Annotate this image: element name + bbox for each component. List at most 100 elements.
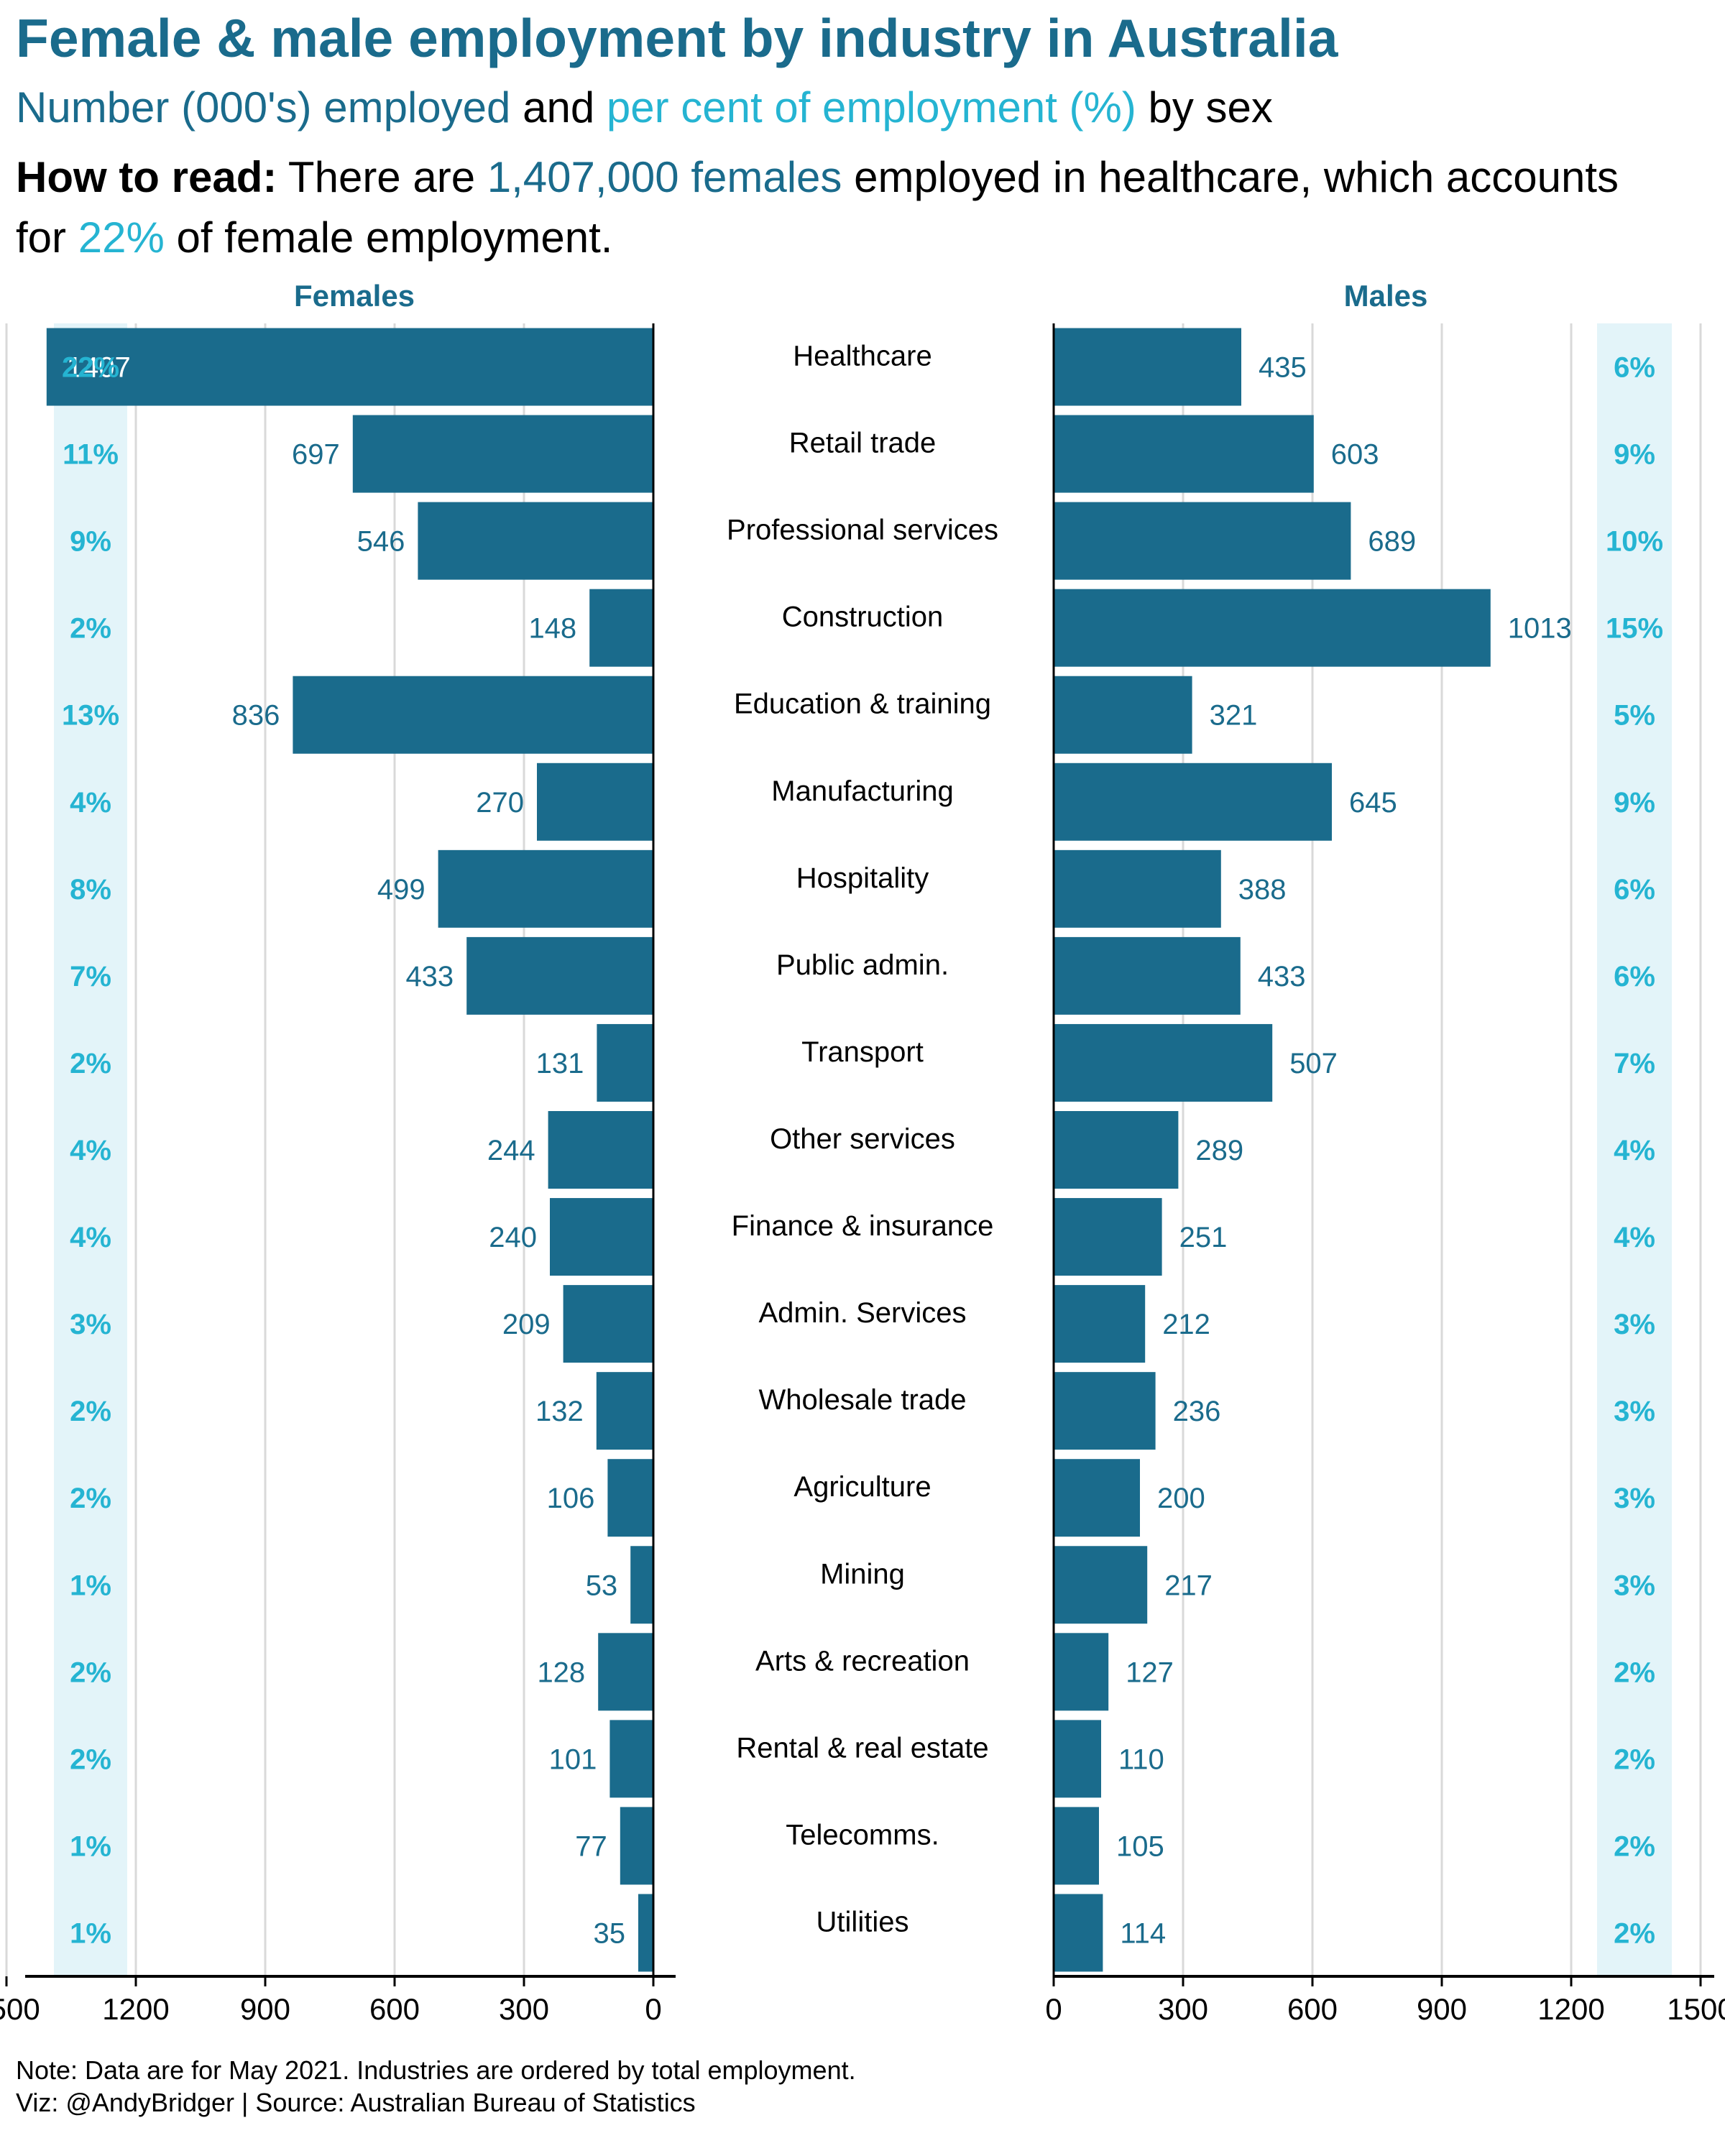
- male-percent-label: 4%: [1614, 1222, 1655, 1253]
- female-percent-label: 2%: [70, 1396, 111, 1427]
- female-value-label: 53: [586, 1570, 618, 1601]
- male-percent-label: 7%: [1614, 1048, 1655, 1079]
- female-value-label: 836: [232, 700, 280, 732]
- category-label: Hospitality: [796, 862, 929, 894]
- female-bar: [589, 589, 653, 667]
- female-bar: [548, 1111, 653, 1189]
- category-label: Other services: [770, 1123, 955, 1155]
- male-x-tick-label: 1200: [1537, 1992, 1604, 2026]
- male-x-tick-label: 600: [1287, 1992, 1338, 2026]
- male-percent-label: 4%: [1614, 1135, 1655, 1166]
- female-bar: [610, 1720, 653, 1798]
- male-bar: [1054, 763, 1332, 841]
- male-value-label: 388: [1238, 874, 1287, 906]
- male-percent-label: 3%: [1614, 1396, 1655, 1427]
- male-value-label: 1013: [1508, 613, 1572, 645]
- female-bar: [630, 1546, 653, 1624]
- male-bar: [1054, 1285, 1146, 1363]
- subtitle-and: and: [510, 83, 607, 132]
- female-percent-label: 9%: [70, 526, 111, 558]
- female-percent-label: 13%: [62, 700, 119, 732]
- male-percent-label: 3%: [1614, 1309, 1655, 1340]
- male-percent-label: 6%: [1614, 874, 1655, 906]
- female-percent-label: 8%: [70, 874, 111, 906]
- credit-text: Viz: @AndyBridger | Source: Australian B…: [16, 2088, 696, 2117]
- female-percent-label: 4%: [70, 787, 111, 819]
- male-value-label: 114: [1120, 1917, 1166, 1949]
- male-bar: [1054, 1198, 1162, 1276]
- note-text: Note: Data are for May 2021. Industries …: [16, 2055, 856, 2085]
- female-x-tick-label: 900: [240, 1992, 290, 2026]
- female-x-tick-label: 1500: [0, 1992, 40, 2026]
- subtitle-percent-part: per cent of employment (%): [606, 83, 1136, 132]
- male-value-label: 433: [1258, 961, 1306, 992]
- female-bar: [466, 936, 653, 1015]
- female-bar: [418, 502, 653, 580]
- female-value-label: 240: [489, 1222, 537, 1253]
- female-value-label: 148: [528, 613, 576, 645]
- female-value-label: 499: [377, 874, 426, 906]
- female-percent-label: 1%: [70, 1917, 111, 1949]
- male-percent-label: 3%: [1614, 1483, 1655, 1514]
- male-bar: [1054, 1807, 1099, 1885]
- male-x-tick-label: 900: [1417, 1992, 1467, 2026]
- chart-subtitle: Number (000's) employed and per cent of …: [16, 83, 1273, 132]
- female-value-label: 101: [549, 1743, 597, 1775]
- female-value-label: 546: [357, 526, 405, 558]
- category-label: Utilities: [816, 1906, 909, 1938]
- male-x-tick-label: 0: [1045, 1992, 1062, 2026]
- male-value-label: 251: [1179, 1222, 1228, 1253]
- male-value-label: 127: [1126, 1657, 1174, 1688]
- how-to-read: How to read: There are 1,407,000 females…: [16, 147, 1669, 268]
- female-percent-label: 2%: [70, 1483, 111, 1514]
- female-x-tick-label: 1200: [102, 1992, 169, 2026]
- category-label: Finance & insurance: [732, 1210, 994, 1242]
- female-percent-label: 2%: [70, 1048, 111, 1079]
- male-bar: [1054, 415, 1314, 493]
- female-percent-label: 1%: [70, 1830, 111, 1862]
- female-x-tick-label: 0: [645, 1992, 661, 2026]
- category-label: Agriculture: [794, 1471, 931, 1503]
- category-label: Transport: [801, 1036, 924, 1068]
- category-label: Education & training: [734, 688, 991, 720]
- female-percent-band: [54, 323, 127, 1976]
- female-bar: [563, 1285, 653, 1363]
- male-percent-label: 9%: [1614, 787, 1655, 819]
- male-value-label: 603: [1331, 439, 1379, 471]
- category-label: Retail trade: [789, 428, 937, 459]
- male-bar: [1054, 1023, 1273, 1102]
- category-label: Healthcare: [793, 341, 932, 372]
- male-bar: [1054, 676, 1192, 754]
- male-percent-label: 6%: [1614, 961, 1655, 992]
- male-value-label: 321: [1210, 700, 1258, 732]
- female-bar: [596, 1372, 653, 1450]
- female-value-label: 131: [536, 1048, 584, 1079]
- male-bar: [1054, 328, 1241, 406]
- footnote: Note: Data are for May 2021. Industries …: [16, 2054, 856, 2119]
- category-label: Wholesale trade: [758, 1384, 966, 1416]
- female-percent-label: 2%: [70, 1657, 111, 1688]
- female-percent-label: 22%: [62, 352, 119, 384]
- male-value-label: 110: [1118, 1743, 1164, 1775]
- female-percent-label: 11%: [63, 439, 119, 471]
- male-value-label: 212: [1162, 1309, 1210, 1340]
- male-value-label: 507: [1289, 1048, 1338, 1079]
- female-bar: [46, 328, 654, 406]
- female-bar: [638, 1894, 653, 1972]
- female-bar: [620, 1807, 653, 1885]
- male-value-label: 435: [1259, 352, 1307, 384]
- male-x-tick-label: 300: [1158, 1992, 1208, 2026]
- male-bar: [1054, 1372, 1156, 1450]
- male-value-label: 105: [1116, 1830, 1164, 1862]
- how-to-read-highlight-2: 22%: [78, 213, 165, 262]
- subtitle-number-part: Number (000's) employed: [16, 83, 511, 132]
- female-bar: [352, 415, 653, 493]
- male-x-tick-label: 1500: [1667, 1992, 1725, 2026]
- female-bar: [598, 1633, 653, 1711]
- male-percent-label: 9%: [1614, 439, 1655, 471]
- female-value-label: 244: [487, 1135, 535, 1166]
- male-bar: [1054, 1459, 1140, 1537]
- male-percent-label: 5%: [1614, 700, 1655, 732]
- category-label: Telecomms.: [786, 1819, 939, 1851]
- male-percent-label: 15%: [1606, 613, 1663, 645]
